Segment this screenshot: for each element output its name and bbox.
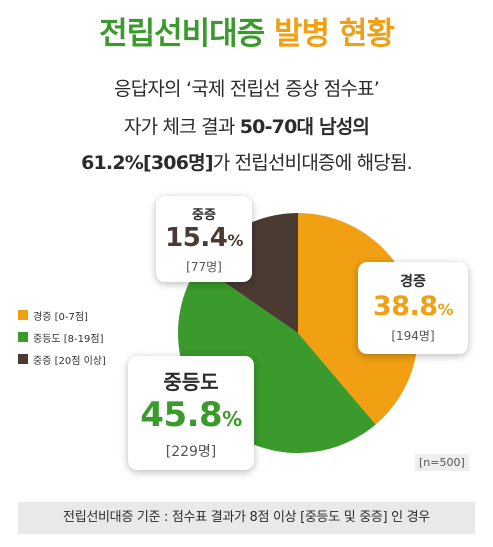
page-title: 전립선비대증 발병 현황 [0,8,493,53]
title-part-green: 전립선비대증 [99,16,265,52]
legend-label-moderate: 중등도 [8-19점] [33,333,104,345]
subtitle-line-2-text: 자가 체크 결과 [123,116,235,138]
legend: 경증 [0-7점] 중등도 [8-19점] 중증 [20점 이상] [18,304,106,370]
slice-value-number-mild: 38.8 [372,291,438,322]
legend-swatch-mild [18,310,28,320]
subtitle-line-2: 자가 체크 결과 50-70대 남성의 [0,112,493,139]
legend-label-mild: 경증 [0-7점] [33,311,88,323]
slice-value-suffix-mild: % [437,300,454,319]
slice-count-moderate: [229명] [165,444,217,460]
legend-item-severe: 중증 [20점 이상] [18,348,106,370]
data-label-card-mild: 경증 38.8% [194명] [358,262,468,354]
subtitle-line-2-bold: 50-70대 남성의 [239,116,370,138]
legend-swatch-moderate [18,332,28,342]
legend-item-moderate: 중등도 [8-19점] [18,326,106,348]
legend-swatch-severe [18,354,28,364]
slice-name-moderate: 중등도 [163,370,219,394]
slice-value-number-severe: 15.4 [165,223,228,253]
legend-item-mild: 경증 [0-7점] [18,304,106,326]
slice-value-suffix-moderate: % [222,407,242,431]
legend-label-severe: 중증 [20점 이상] [33,355,106,367]
slice-count-severe: [77명] [186,260,222,274]
slice-value-mild: 38.8% [358,291,468,325]
data-label-card-moderate: 중등도 45.8% [229명] [128,356,254,470]
slice-name-severe: 중증 [192,208,216,223]
footer-note: 전립선비대증 기준 : 점수표 결과가 8점 이상 [중등도 및 중증] 인 경… [18,502,475,534]
slice-name-mild: 경증 [400,274,426,290]
sample-size-label: [n=500] [415,454,469,471]
subtitle-line-1: 응답자의 ‘국제 전립선 증상 점수표’ [114,78,380,100]
slice-value-suffix-severe: % [227,231,243,250]
subtitle-line-3-text: 가 전립선비대증에 해당됨. [212,152,413,174]
data-label-card-severe: 중증 15.4% [77명] [156,196,252,282]
title-part-orange: 발병 현황 [274,16,395,52]
slice-value-number-moderate: 45.8 [140,395,223,435]
slice-value-moderate: 45.8% [128,395,254,439]
slice-value-severe: 15.4% [156,223,252,256]
slice-count-mild: [194명] [391,329,435,343]
subtitle-line-3-bold: 61.2%[306명] [81,152,213,174]
subtitle-line-3: 61.2%[306명]가 전립선비대증에 해당됨. [0,148,493,175]
